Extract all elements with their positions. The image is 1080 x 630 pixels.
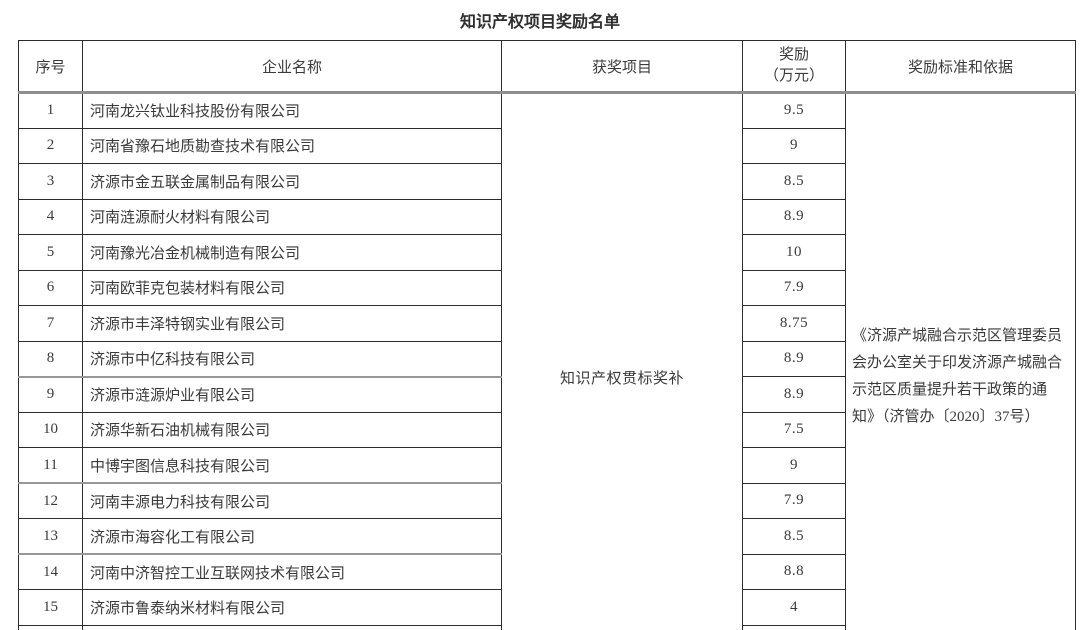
cell-index: 10 — [18, 411, 83, 448]
cell-company: 济源市丰泽特钢实业有限公司 — [82, 305, 502, 342]
cell-company: 中博宇图信息科技有限公司 — [82, 447, 502, 484]
cell-index: 8 — [18, 340, 83, 378]
table-row: 1 河南龙兴钛业科技股份有限公司 知识产权贯标奖补 9.5 《济源产城融合示范区… — [18, 92, 1076, 630]
cell-company: 河南省豫石地质勘查技术有限公司 — [82, 127, 502, 164]
cell-index: 1 — [18, 92, 83, 129]
cell-reward: 9 — [742, 447, 846, 484]
cell-reward: 7.5 — [742, 411, 846, 448]
cell-project-merged: 知识产权贯标奖补 — [501, 92, 743, 630]
cell-index: 11 — [18, 447, 83, 484]
cell-company: 河南中济智控工业互联网技术有限公司 — [82, 553, 502, 590]
cell-reward: 8.8 — [742, 553, 846, 590]
cell-index — [18, 624, 83, 630]
cell-company: 济源市金五联金属制品有限公司 — [82, 163, 502, 200]
cell-index: 15 — [18, 589, 83, 626]
cell-reward: 10 — [742, 234, 846, 271]
cell-company: 济源市中亿科技有限公司 — [82, 340, 502, 378]
col-header-index: 序号 — [18, 40, 83, 94]
cell-reward: 8.9 — [742, 198, 846, 235]
cell-reward: 8.9 — [742, 340, 846, 377]
table-header-row: 序号 企业名称 获奖项目 奖励 （万元） 奖励标准和依据 — [18, 40, 1076, 94]
cell-company: 河南丰源电力科技有限公司 — [82, 482, 502, 519]
cell-index: 14 — [18, 553, 83, 590]
table-row: 6 河南欧菲克包装材料有限公司 7.9 — [18, 269, 1076, 306]
table-row: 9 济源市涟源炉业有限公司 8.9 — [18, 376, 1076, 413]
cell-reward: 8.75 — [742, 305, 846, 342]
cell-reward: 4 — [742, 589, 846, 626]
cell-index: 4 — [18, 198, 83, 235]
cell-company: 河南涟源耐火材料有限公司 — [82, 198, 502, 235]
table-row: 3 济源市金五联金属制品有限公司 8.5 — [18, 163, 1076, 200]
table-row: 8 济源市中亿科技有限公司 8.9 — [18, 340, 1076, 378]
table-row: 4 河南涟源耐火材料有限公司 8.9 — [18, 198, 1076, 235]
cell-company: 济源市鲁泰纳米材料有限公司 — [82, 589, 502, 626]
cell-reward: 8.9 — [742, 376, 846, 413]
cell-reward: 9.5 — [742, 92, 846, 129]
cell-company: 河南欧菲克包装材料有限公司 — [82, 269, 502, 306]
table-row: 15 济源市鲁泰纳米材料有限公司 4 — [18, 589, 1076, 626]
basis-text: 《济源产城融合示范区管理委员会办公室关于印发济源产城融合示范区质量提升若干政策的… — [852, 328, 1063, 425]
table-row: 10 济源华新石油机械有限公司 7.5 — [18, 411, 1076, 448]
cell-company: 济源市涟源炉业有限公司 — [82, 376, 502, 413]
cell-reward — [742, 624, 846, 630]
cell-index: 9 — [18, 376, 83, 413]
cell-reward: 8.5 — [742, 518, 846, 555]
cell-company: 河南豫光冶金机械制造有限公司 — [82, 234, 502, 271]
cell-index: 13 — [18, 518, 83, 555]
col-header-project: 获奖项目 — [501, 40, 743, 94]
cell-reward: 8.5 — [742, 163, 846, 200]
col-header-company: 企业名称 — [82, 40, 502, 94]
cell-index: 5 — [18, 234, 83, 271]
cell-reward: 9 — [742, 127, 846, 164]
table-row: 12 河南丰源电力科技有限公司 7.9 — [18, 482, 1076, 519]
cell-company: 济源市海容化工有限公司 — [82, 518, 502, 555]
cell-index: 2 — [18, 127, 83, 164]
page-title: 知识产权项目奖励名单 — [459, 12, 620, 31]
table-row-partial — [18, 624, 1076, 630]
cell-company — [82, 624, 502, 630]
cell-reward: 7.9 — [742, 482, 846, 519]
cell-reward: 7.9 — [742, 269, 846, 306]
col-header-basis: 奖励标准和依据 — [845, 40, 1076, 94]
cell-index: 12 — [18, 482, 83, 519]
col-header-reward: 奖励 （万元） — [742, 40, 846, 94]
table-row: 14 河南中济智控工业互联网技术有限公司 8.8 — [18, 553, 1076, 590]
cell-company: 济源华新石油机械有限公司 — [82, 411, 502, 448]
award-table: 序号 企业名称 获奖项目 奖励 （万元） 奖励标准和依据 1 河南龙兴钛业科技股… — [18, 40, 1076, 630]
cell-company: 河南龙兴钛业科技股份有限公司 — [82, 92, 502, 129]
cell-basis-merged: 《济源产城融合示范区管理委员会办公室关于印发济源产城融合示范区质量提升若干政策的… — [845, 92, 1076, 630]
cell-index: 7 — [18, 305, 83, 342]
table-row: 11 中博宇图信息科技有限公司 9 — [18, 447, 1076, 484]
cell-index: 6 — [18, 269, 83, 306]
cell-index: 3 — [18, 163, 83, 200]
